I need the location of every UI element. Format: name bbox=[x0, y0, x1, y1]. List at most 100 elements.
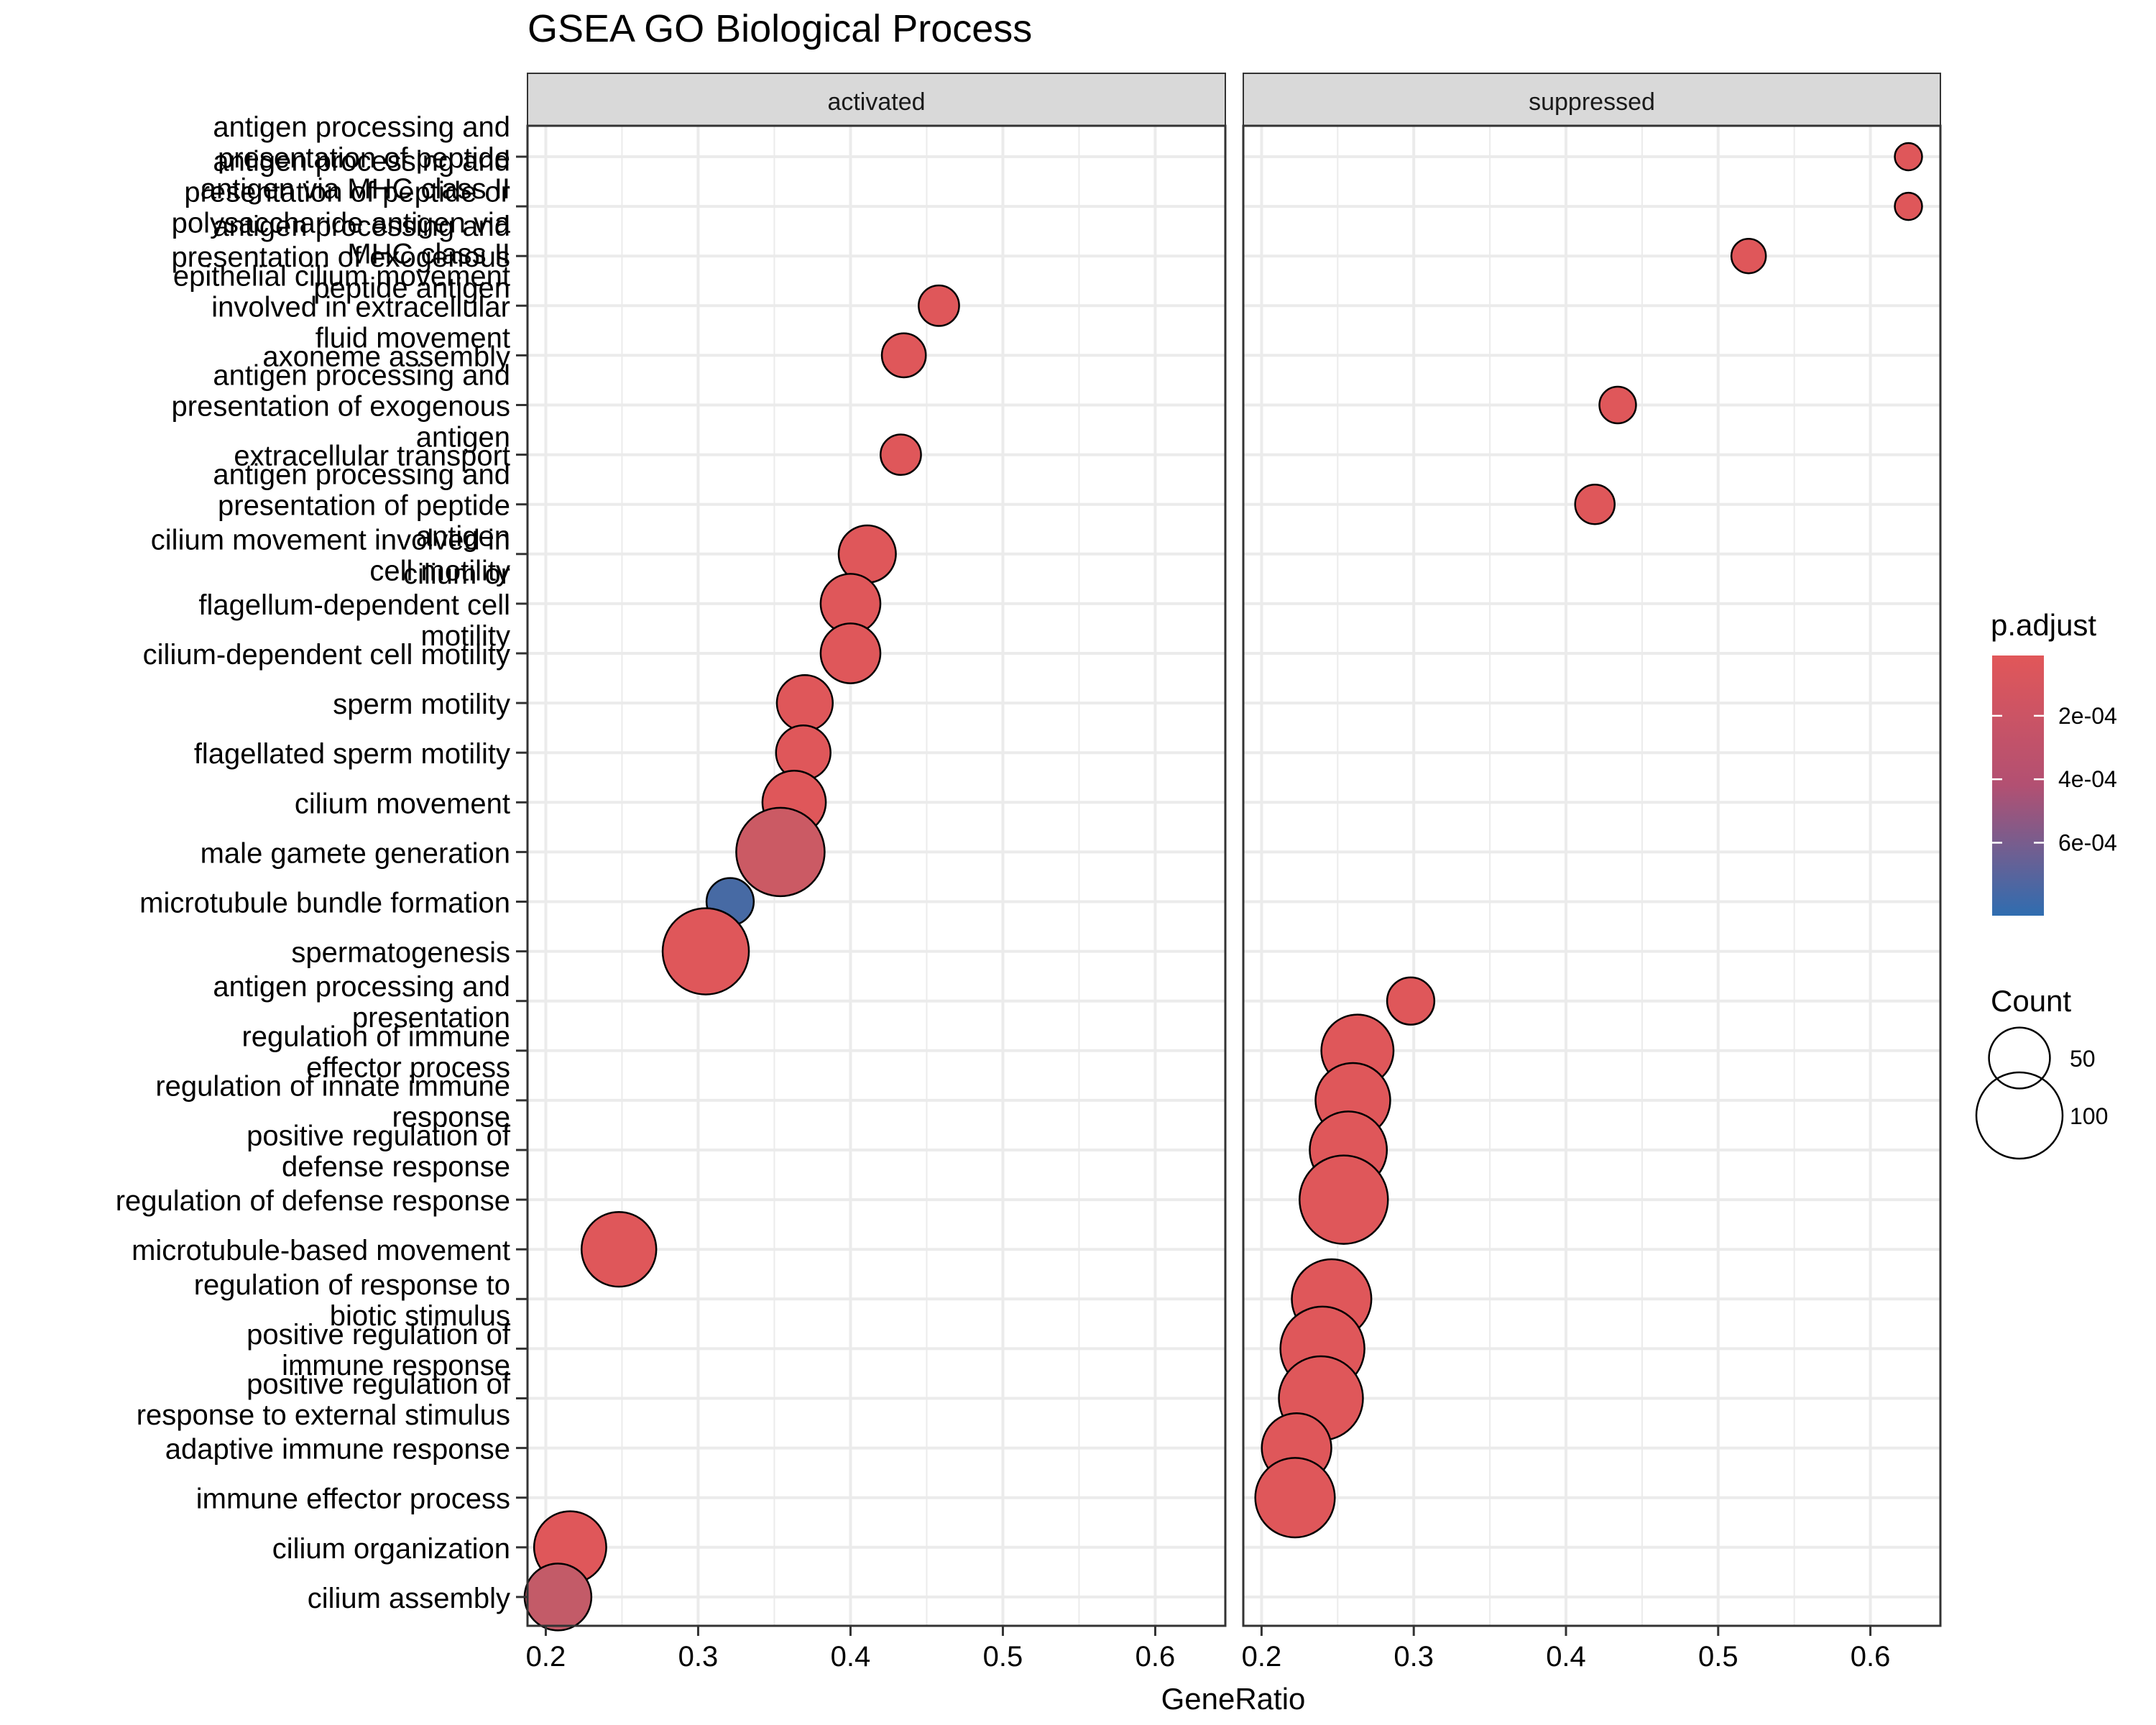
facet-panel-activated: activated bbox=[523, 73, 1227, 1632]
data-point bbox=[523, 1563, 593, 1632]
data-point bbox=[1598, 385, 1637, 425]
y-tick-label: biotic stimulus bbox=[330, 1300, 510, 1332]
y-tick-label: presentation of peptide or bbox=[184, 177, 510, 208]
x-tick-label: 0.3 bbox=[1393, 1641, 1434, 1673]
color-legend-title: p.adjust bbox=[1991, 608, 2096, 642]
x-axis-title: GeneRatio bbox=[1161, 1682, 1306, 1716]
color-legend-label: 6e-04 bbox=[2058, 829, 2117, 855]
x-tick-label: 0.4 bbox=[1546, 1641, 1586, 1673]
x-tick-label: 0.3 bbox=[678, 1641, 719, 1673]
data-point bbox=[1894, 191, 1923, 221]
y-tick-label: peptide antigen bbox=[313, 272, 510, 304]
facet-strip-label: activated bbox=[827, 88, 925, 116]
data-point bbox=[1730, 237, 1767, 275]
y-tick-label: antigen processing and bbox=[213, 146, 510, 178]
x-tick-label: 0.2 bbox=[526, 1641, 566, 1673]
y-tick-label: spermatogenesis bbox=[291, 937, 510, 969]
y-tick-label: antigen processing and bbox=[213, 971, 510, 1003]
data-point bbox=[918, 284, 960, 327]
y-tick-label: cilium-dependent cell motility bbox=[143, 639, 510, 671]
y-tick-label: positive regulation of bbox=[247, 1368, 511, 1400]
data-point bbox=[775, 673, 834, 732]
y-tick-label: regulation of innate immune bbox=[155, 1070, 510, 1102]
panel-background bbox=[1243, 126, 1940, 1626]
x-tick-label: 0.6 bbox=[1135, 1641, 1176, 1673]
y-tick-label: positive regulation of bbox=[247, 1319, 511, 1351]
size-legend-label: 100 bbox=[2070, 1103, 2108, 1129]
y-tick-label: presentation of exogenous bbox=[172, 391, 510, 423]
y-tick-label: positive regulation of bbox=[247, 1121, 511, 1152]
data-point bbox=[1254, 1457, 1336, 1539]
y-tick-label: cell motility bbox=[369, 555, 510, 586]
color-legend: p.adjust 2e-04 4e-04 6e-04 bbox=[1991, 608, 2117, 916]
color-legend-label: 4e-04 bbox=[2058, 766, 2117, 792]
y-tick-label: defense response bbox=[282, 1151, 510, 1183]
data-point bbox=[1386, 976, 1436, 1026]
y-tick-label: antigen bbox=[416, 521, 510, 553]
panel-border bbox=[526, 124, 1227, 1627]
y-tick-label: antigen processing and bbox=[213, 211, 510, 242]
y-tick-label: regulation of immune bbox=[241, 1021, 510, 1052]
x-tick-label: 0.6 bbox=[1851, 1641, 1891, 1673]
data-point bbox=[661, 907, 750, 995]
x-tick-label: 0.5 bbox=[983, 1641, 1023, 1673]
y-tick-label: antigen processing and bbox=[213, 459, 510, 491]
y-tick-label: involved in extracellular bbox=[211, 291, 510, 323]
facet-panels: activated suppressed bbox=[523, 73, 1942, 1632]
y-tick-label: presentation bbox=[352, 1002, 510, 1034]
y-tick-label: regulation of defense response bbox=[116, 1185, 510, 1217]
y-tick-label: extracellular transport bbox=[234, 441, 510, 472]
y-tick-label: response bbox=[392, 1101, 510, 1133]
facet-panel-suppressed: suppressed bbox=[1242, 73, 1942, 1627]
facet-strip bbox=[1243, 73, 1941, 126]
y-tick-label: antigen bbox=[416, 422, 510, 454]
facet-strip bbox=[527, 73, 1226, 126]
x-tick-label: 0.2 bbox=[1242, 1641, 1282, 1673]
y-tick-label: axoneme assembly bbox=[262, 341, 510, 372]
color-legend-bar bbox=[1992, 656, 2044, 916]
y-tick-label: immune effector process bbox=[196, 1484, 510, 1515]
data-point bbox=[1299, 1154, 1389, 1245]
y-tick-label: cilium organization bbox=[272, 1533, 510, 1565]
y-tick-label: adaptive immune response bbox=[165, 1434, 510, 1466]
color-legend-label: 2e-04 bbox=[2058, 703, 2117, 729]
y-tick-label: response to external stimulus bbox=[137, 1399, 510, 1431]
size-legend-key bbox=[1975, 1071, 2064, 1160]
y-tick-label: microtubule bundle formation bbox=[139, 888, 510, 919]
y-tick-label: polysaccharide antigen via bbox=[172, 208, 511, 239]
y-tick-label: motility bbox=[421, 620, 510, 652]
panel-border bbox=[1242, 124, 1942, 1627]
y-tick-label: MHC class II bbox=[347, 239, 510, 270]
data-point bbox=[819, 622, 882, 684]
y-tick-label: regulation of response to bbox=[194, 1269, 510, 1301]
size-legend-key bbox=[1988, 1026, 2051, 1090]
y-tick-label: presentation of peptide bbox=[218, 142, 510, 174]
y-tick-label: cilium assembly bbox=[308, 1583, 510, 1614]
y-tick-label: epithelial cilium movement bbox=[173, 260, 510, 292]
x-tick-label: 0.4 bbox=[831, 1641, 871, 1673]
x-tick-label: 0.5 bbox=[1698, 1641, 1738, 1673]
y-tick-label: presentation of exogenous bbox=[172, 242, 510, 273]
y-tick-label: antigen via MHC class II bbox=[201, 173, 510, 205]
size-legend-label: 50 bbox=[2070, 1046, 2096, 1072]
panel-background bbox=[528, 126, 1225, 1626]
y-tick-label: presentation of peptide bbox=[218, 490, 510, 522]
x-axis: 0.2 0.3 0.4 0.5 0.6 0.2 0.3 0.4 0.5 0.6 bbox=[526, 1626, 1891, 1673]
y-tick-label: effector process bbox=[306, 1052, 510, 1083]
y-tick-label: cilium movement bbox=[295, 788, 510, 819]
size-legend-title: Count bbox=[1991, 984, 2071, 1018]
y-tick-label: flagellum-dependent cell bbox=[198, 589, 510, 621]
data-point bbox=[880, 433, 922, 476]
data-point bbox=[1574, 483, 1616, 525]
y-tick-label: male gamete generation bbox=[201, 837, 510, 869]
y-tick-label: microtubule-based movement bbox=[132, 1235, 510, 1266]
size-legend: Count 50 100 bbox=[1975, 984, 2108, 1160]
chart-title: GSEA GO Biological Process bbox=[528, 7, 1032, 50]
y-tick-label: cilium movement involved in bbox=[151, 524, 510, 556]
y-tick-label: flagellated sperm motility bbox=[194, 738, 510, 770]
y-tick-label: sperm motility bbox=[333, 689, 510, 720]
data-point bbox=[735, 806, 826, 898]
facet-strip-label: suppressed bbox=[1529, 88, 1655, 116]
